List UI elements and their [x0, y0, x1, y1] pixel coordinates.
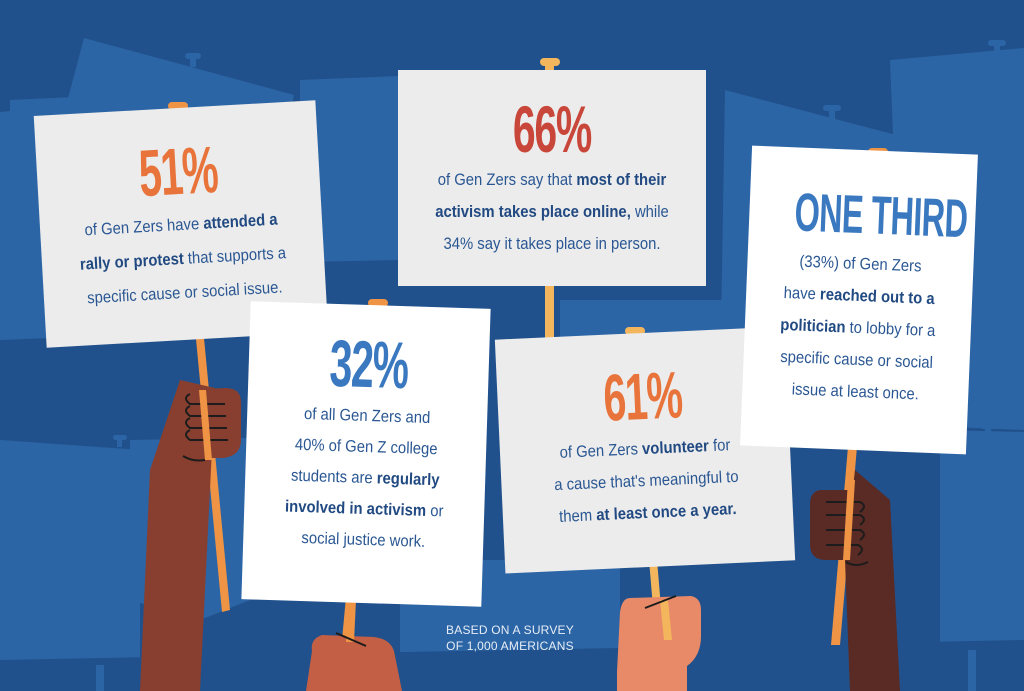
text: issue at least once. [791, 380, 920, 404]
text-bold: involved in activism [284, 497, 427, 520]
footnote-line: OF 1,000 AMERICANS [446, 639, 574, 653]
background-bands [0, 640, 1024, 691]
text: a cause that's meaningful to [553, 467, 739, 495]
stat-description: of Gen Zers say that most of their activ… [413, 164, 690, 260]
text: for [708, 436, 731, 456]
footnote-line: BASED ON A SURVEY [446, 623, 574, 637]
hand-left-brown [140, 380, 241, 691]
text-bold: at least once a year. [595, 499, 737, 525]
hand-center-light [617, 595, 701, 691]
text-bold: most of their [576, 171, 667, 189]
text: while [630, 203, 669, 221]
stat-description: (33%) of Gen Zers have reached out to a … [753, 244, 963, 412]
text: them [558, 506, 597, 526]
stat-value: ONE THIRD [793, 182, 969, 250]
stat-value: 32% [328, 325, 410, 403]
sign-regular-activism: 32% of all Gen Zers and 40% of Gen Z col… [241, 301, 491, 607]
text-bold: regularly [376, 469, 440, 490]
stat-description: of Gen Zers have attended a rally or pro… [53, 201, 312, 317]
text: of all Gen Zers and [303, 405, 431, 427]
survey-footnote: BASED ON A SURVEY OF 1,000 AMERICANS [420, 622, 600, 654]
stat-value: 66% [512, 92, 592, 166]
text: of Gen Zers have [84, 214, 204, 240]
text: of Gen Zers say that [437, 171, 577, 189]
text-bold: rally or protest [79, 249, 185, 274]
text: that supports a [183, 244, 287, 268]
hand-bottom-medium [306, 600, 402, 691]
text: to lobby for a [845, 318, 936, 341]
text-bold: attended a [202, 210, 278, 233]
text: 40% of Gen Z college [294, 435, 438, 459]
text: of Gen Zers [559, 440, 643, 462]
stat-value: 51% [136, 131, 220, 211]
text: 34% say it takes place in person. [443, 235, 661, 253]
text-bold: politician [779, 315, 846, 337]
text: or [425, 501, 444, 521]
text-bold: volunteer [641, 437, 710, 459]
sign-online-activism: 66% of Gen Zers say that most of their a… [398, 70, 706, 286]
text: have [783, 283, 821, 304]
stat-value: 61% [601, 357, 684, 435]
text-bold: reached out to a [819, 285, 935, 309]
text: social justice work. [301, 529, 426, 551]
hand-right-dark [810, 470, 900, 691]
text-bold: activism takes place online, [435, 203, 631, 221]
sign-contact-politician: ONE THIRD (33%) of Gen Zers have reached… [740, 145, 978, 455]
text: specific cause or social [779, 347, 934, 373]
text: (33%) of Gen Zers [799, 252, 922, 276]
stat-description: of all Gen Zers and 40% of Gen Z college… [255, 398, 476, 560]
text: students are [290, 466, 378, 488]
